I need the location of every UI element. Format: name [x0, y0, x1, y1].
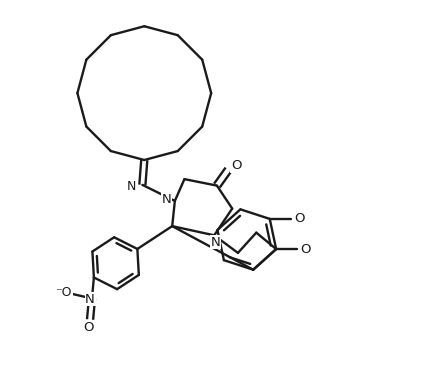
Text: O: O: [231, 159, 241, 172]
Text: N: N: [162, 193, 171, 206]
Text: O: O: [83, 321, 93, 334]
Text: N: N: [127, 179, 136, 192]
Text: N: N: [211, 236, 221, 249]
Text: N: N: [85, 293, 95, 306]
Text: ⁻O: ⁻O: [55, 286, 72, 299]
Text: O: O: [294, 213, 304, 225]
Text: O: O: [300, 243, 311, 256]
